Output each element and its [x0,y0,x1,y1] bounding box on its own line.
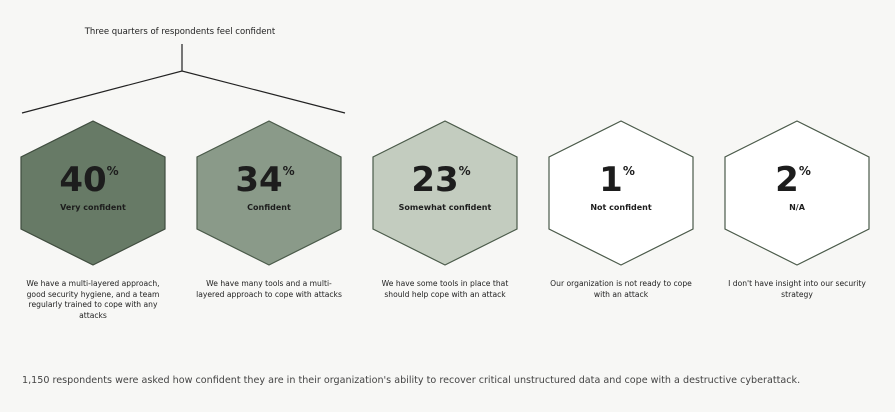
value-very-confident: 40% [59,160,118,200]
hexagon-not-confident [548,120,694,266]
hexagon-confident [196,120,342,266]
label-very-confident: Very confident [60,203,126,212]
label-confident: Confident [247,203,291,212]
description-na: I don't have insight into our security s… [728,279,866,299]
hexagon-very-confident [20,120,166,266]
description-somewhat-confident: We have some tools in place that should … [381,279,509,299]
hexagon-somewhat-confident [372,120,518,266]
value-somewhat-confident: 23% [411,160,470,200]
hexagon-na [724,120,870,266]
value-confident: 34% [235,160,294,200]
label-somewhat-confident: Somewhat confident [399,203,492,212]
value-not-confident: 1% [599,160,635,200]
description-very-confident: We have a multi-layered approach, good s… [26,279,160,320]
label-na: N/A [789,203,806,212]
description-confident: We have many tools and a multi-layered a… [196,279,342,299]
label-not-confident: Not confident [590,203,652,212]
footnote: 1,150 respondents were asked how confide… [22,375,801,386]
bracket-title: Three quarters of respondents feel confi… [84,27,276,37]
description-not-confident: Our organization is not ready to cope wi… [550,279,692,299]
bracket-line [21,70,346,114]
value-na: 2% [775,160,811,200]
